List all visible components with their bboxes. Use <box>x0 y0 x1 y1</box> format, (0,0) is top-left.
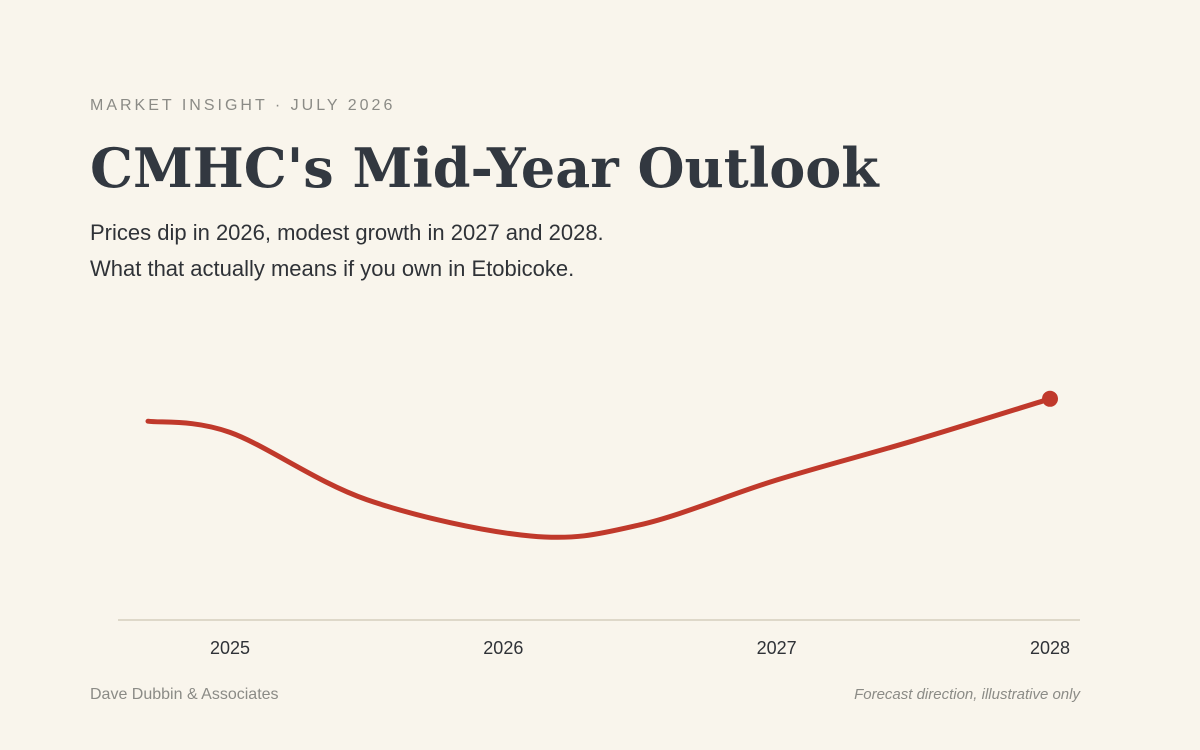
x-tick-label: 2025 <box>210 638 250 658</box>
chart-title: CMHC's Mid-Year Outlook <box>90 136 880 200</box>
note: Forecast direction, illustrative only <box>854 686 1081 703</box>
end-marker <box>1042 390 1058 407</box>
line <box>145 396 1053 540</box>
source: Dave Dubbin & Associates <box>90 686 279 703</box>
subtitle: Prices dip in 2026, modest growth in 202… <box>90 220 604 245</box>
kicker: MARKET INSIGHT · JULY 2026 <box>90 97 395 114</box>
x-tick-label: 2027 <box>757 638 797 658</box>
subtitle: What that actually means if you own in E… <box>90 256 574 281</box>
x-tick-label: 2026 <box>483 638 523 658</box>
x-tick-label: 2028 <box>1030 638 1070 658</box>
